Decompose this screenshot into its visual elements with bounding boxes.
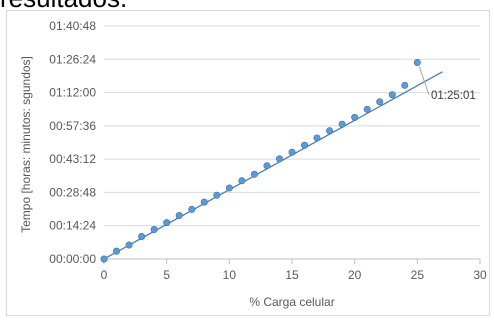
y-axis-tick-labels: 00:00:00 00:14:24 00:28:48 00:43:12 00:57:36… — [49, 19, 96, 266]
data-point-10 — [225, 184, 233, 192]
y-tick-label-7: 01:40:48 — [49, 19, 96, 33]
y-tick-label-1: 00:14:24 — [49, 219, 96, 233]
data-point-11 — [238, 177, 246, 185]
annotation-layer: 01:25:01 — [418, 66, 476, 102]
chart-frame — [6, 10, 490, 316]
trendline-layer — [103, 71, 443, 260]
data-point-2 — [125, 241, 133, 249]
x-tick-label-5: 25 — [411, 268, 425, 282]
y-tick-label-6: 01:26:24 — [49, 52, 96, 66]
grid-lines — [104, 25, 480, 227]
data-point-5 — [163, 219, 171, 227]
y-tick-label-3: 00:43:12 — [49, 152, 96, 166]
data-point-0 — [100, 255, 108, 263]
data-point-9 — [213, 191, 221, 199]
data-point-19 — [338, 120, 346, 128]
y-tick-label-0: 00:00:00 — [49, 252, 96, 266]
x-tick-label-2: 10 — [223, 268, 237, 282]
data-point-4 — [150, 225, 158, 233]
data-point-21 — [363, 105, 371, 113]
x-tick-label-6: 30 — [473, 268, 487, 282]
page-text-fragment: resultados. — [0, 0, 127, 11]
data-point-13 — [263, 162, 271, 170]
y-tick-label-5: 01:12:00 — [49, 86, 96, 100]
annotation-leader-line — [418, 66, 430, 96]
data-point-6 — [175, 211, 183, 219]
data-point-7 — [188, 205, 196, 213]
data-point-22 — [376, 98, 384, 106]
data-point-3 — [138, 233, 146, 241]
data-point-8 — [200, 198, 208, 206]
y-tick-label-2: 00:28:48 — [49, 185, 96, 199]
data-point-16 — [301, 141, 309, 149]
data-point-23 — [388, 91, 396, 99]
data-point-25 — [413, 58, 421, 66]
data-point-17 — [313, 134, 321, 142]
y-tick-label-4: 00:57:36 — [49, 119, 96, 133]
y-axis-title: Tempo [horas: minutos: sgundos] — [19, 56, 33, 233]
data-point-15 — [288, 148, 296, 156]
data-label-last-point: 01:25:01 — [431, 90, 476, 102]
axes — [103, 258, 481, 264]
x-tick-label-1: 5 — [163, 268, 170, 282]
data-point-20 — [351, 113, 359, 121]
data-point-24 — [401, 81, 409, 89]
x-tick-label-3: 15 — [285, 268, 299, 282]
x-tick-label-4: 20 — [348, 268, 362, 282]
data-point-12 — [250, 170, 258, 178]
data-points — [100, 58, 421, 263]
trendline — [103, 71, 443, 260]
data-point-1 — [113, 247, 121, 255]
x-axis-title: % Carga celular — [249, 295, 334, 309]
data-point-18 — [326, 127, 334, 135]
data-point-14 — [275, 155, 283, 163]
x-tick-label-0: 0 — [101, 268, 108, 282]
x-axis-tick-labels: 0 5 10 15 20 25 30 — [101, 268, 487, 282]
